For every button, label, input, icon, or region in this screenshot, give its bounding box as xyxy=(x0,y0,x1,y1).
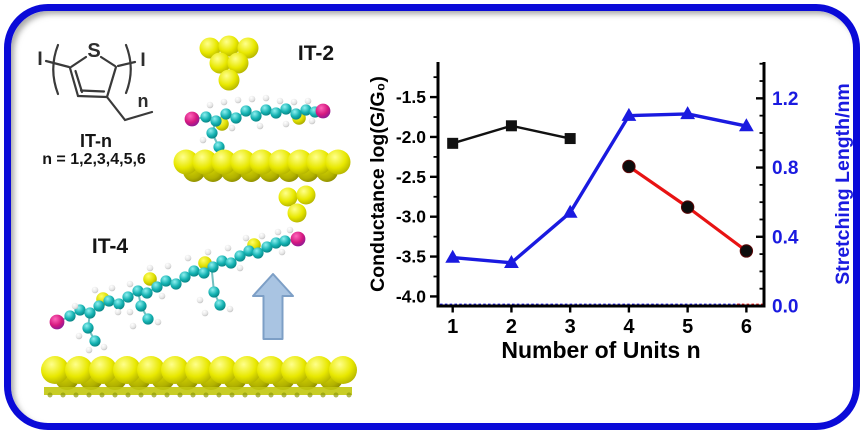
svg-text:-1.5: -1.5 xyxy=(396,87,426,107)
it2-molecule-model xyxy=(184,94,331,161)
pull-direction-arrow-icon xyxy=(252,273,294,340)
bond-c4-c5 xyxy=(105,65,118,99)
ethyl-bond xyxy=(105,95,154,122)
svg-text:-4.0: -4.0 xyxy=(396,286,426,306)
svg-text:4: 4 xyxy=(623,316,635,338)
bond-iodine-right xyxy=(116,60,137,68)
it4-molecule-model xyxy=(49,226,306,354)
bond-s-c2 xyxy=(69,55,88,69)
it4-scene-label: IT-4 xyxy=(91,235,129,258)
svg-text:3: 3 xyxy=(565,316,576,338)
bond-iodine-left xyxy=(44,59,71,69)
bond-s-c5 xyxy=(99,55,117,68)
chart-canvas: -1.5 -2.0 -2.5 -3.0 -3.5 -4.0 0.0 0.4 0.8 1.2 1 2 3 4… xyxy=(367,62,854,363)
repeat-subscript-label: n xyxy=(138,91,149,111)
svg-text:-2.5: -2.5 xyxy=(396,167,426,187)
svg-text:-2.0: -2.0 xyxy=(396,127,426,147)
iodine-left-label: I xyxy=(37,49,42,70)
iodine-right-label: I xyxy=(140,50,145,71)
it4-gold-tip-cluster xyxy=(278,185,316,223)
svg-text:-3.5: -3.5 xyxy=(396,247,426,267)
svg-text:0.8: 0.8 xyxy=(772,158,798,179)
svg-text:Stretching Length/nm: Stretching Length/nm xyxy=(832,83,854,285)
bond-c2-c3 xyxy=(68,66,80,98)
double-bond-left xyxy=(74,69,84,94)
svg-text:Conductance log(G/G₀): Conductance log(G/G₀) xyxy=(367,76,389,292)
svg-text:5: 5 xyxy=(682,316,693,338)
svg-text:0.4: 0.4 xyxy=(772,227,799,248)
bond-c3-c4 xyxy=(76,94,109,99)
svg-text:2: 2 xyxy=(506,316,517,338)
svg-text:1: 1 xyxy=(447,316,458,338)
bracket-left-glyph xyxy=(52,43,60,96)
sulfur-label: S xyxy=(87,40,100,62)
double-bond-bottom xyxy=(79,89,106,93)
svg-text:Number of Units n: Number of Units n xyxy=(501,337,700,363)
svg-text:6: 6 xyxy=(741,316,752,338)
it4-gold-surface xyxy=(41,356,357,398)
it2-gold-tip-cluster xyxy=(199,35,259,91)
molecule-series-range: n = 1,2,3,4,5,6 xyxy=(42,151,146,168)
svg-text:0.0: 0.0 xyxy=(772,297,798,318)
svg-text:-3.0: -3.0 xyxy=(396,207,426,227)
it2-gold-surface xyxy=(173,149,351,182)
frame-border xyxy=(4,4,860,430)
svg-text:1.2: 1.2 xyxy=(772,89,798,110)
bracket-right-glyph xyxy=(124,43,132,95)
it2-scene-label: IT-2 xyxy=(297,42,335,65)
molecule-series-name: IT-n xyxy=(80,131,112,151)
structure-drawing: I S I n xyxy=(37,40,154,122)
conductance-stretching-chart: -1.5 -2.0 -2.5 -3.0 -3.5 -4.0 0.0 0.4 0.8 1.2 1 2 3 4… xyxy=(360,28,864,378)
